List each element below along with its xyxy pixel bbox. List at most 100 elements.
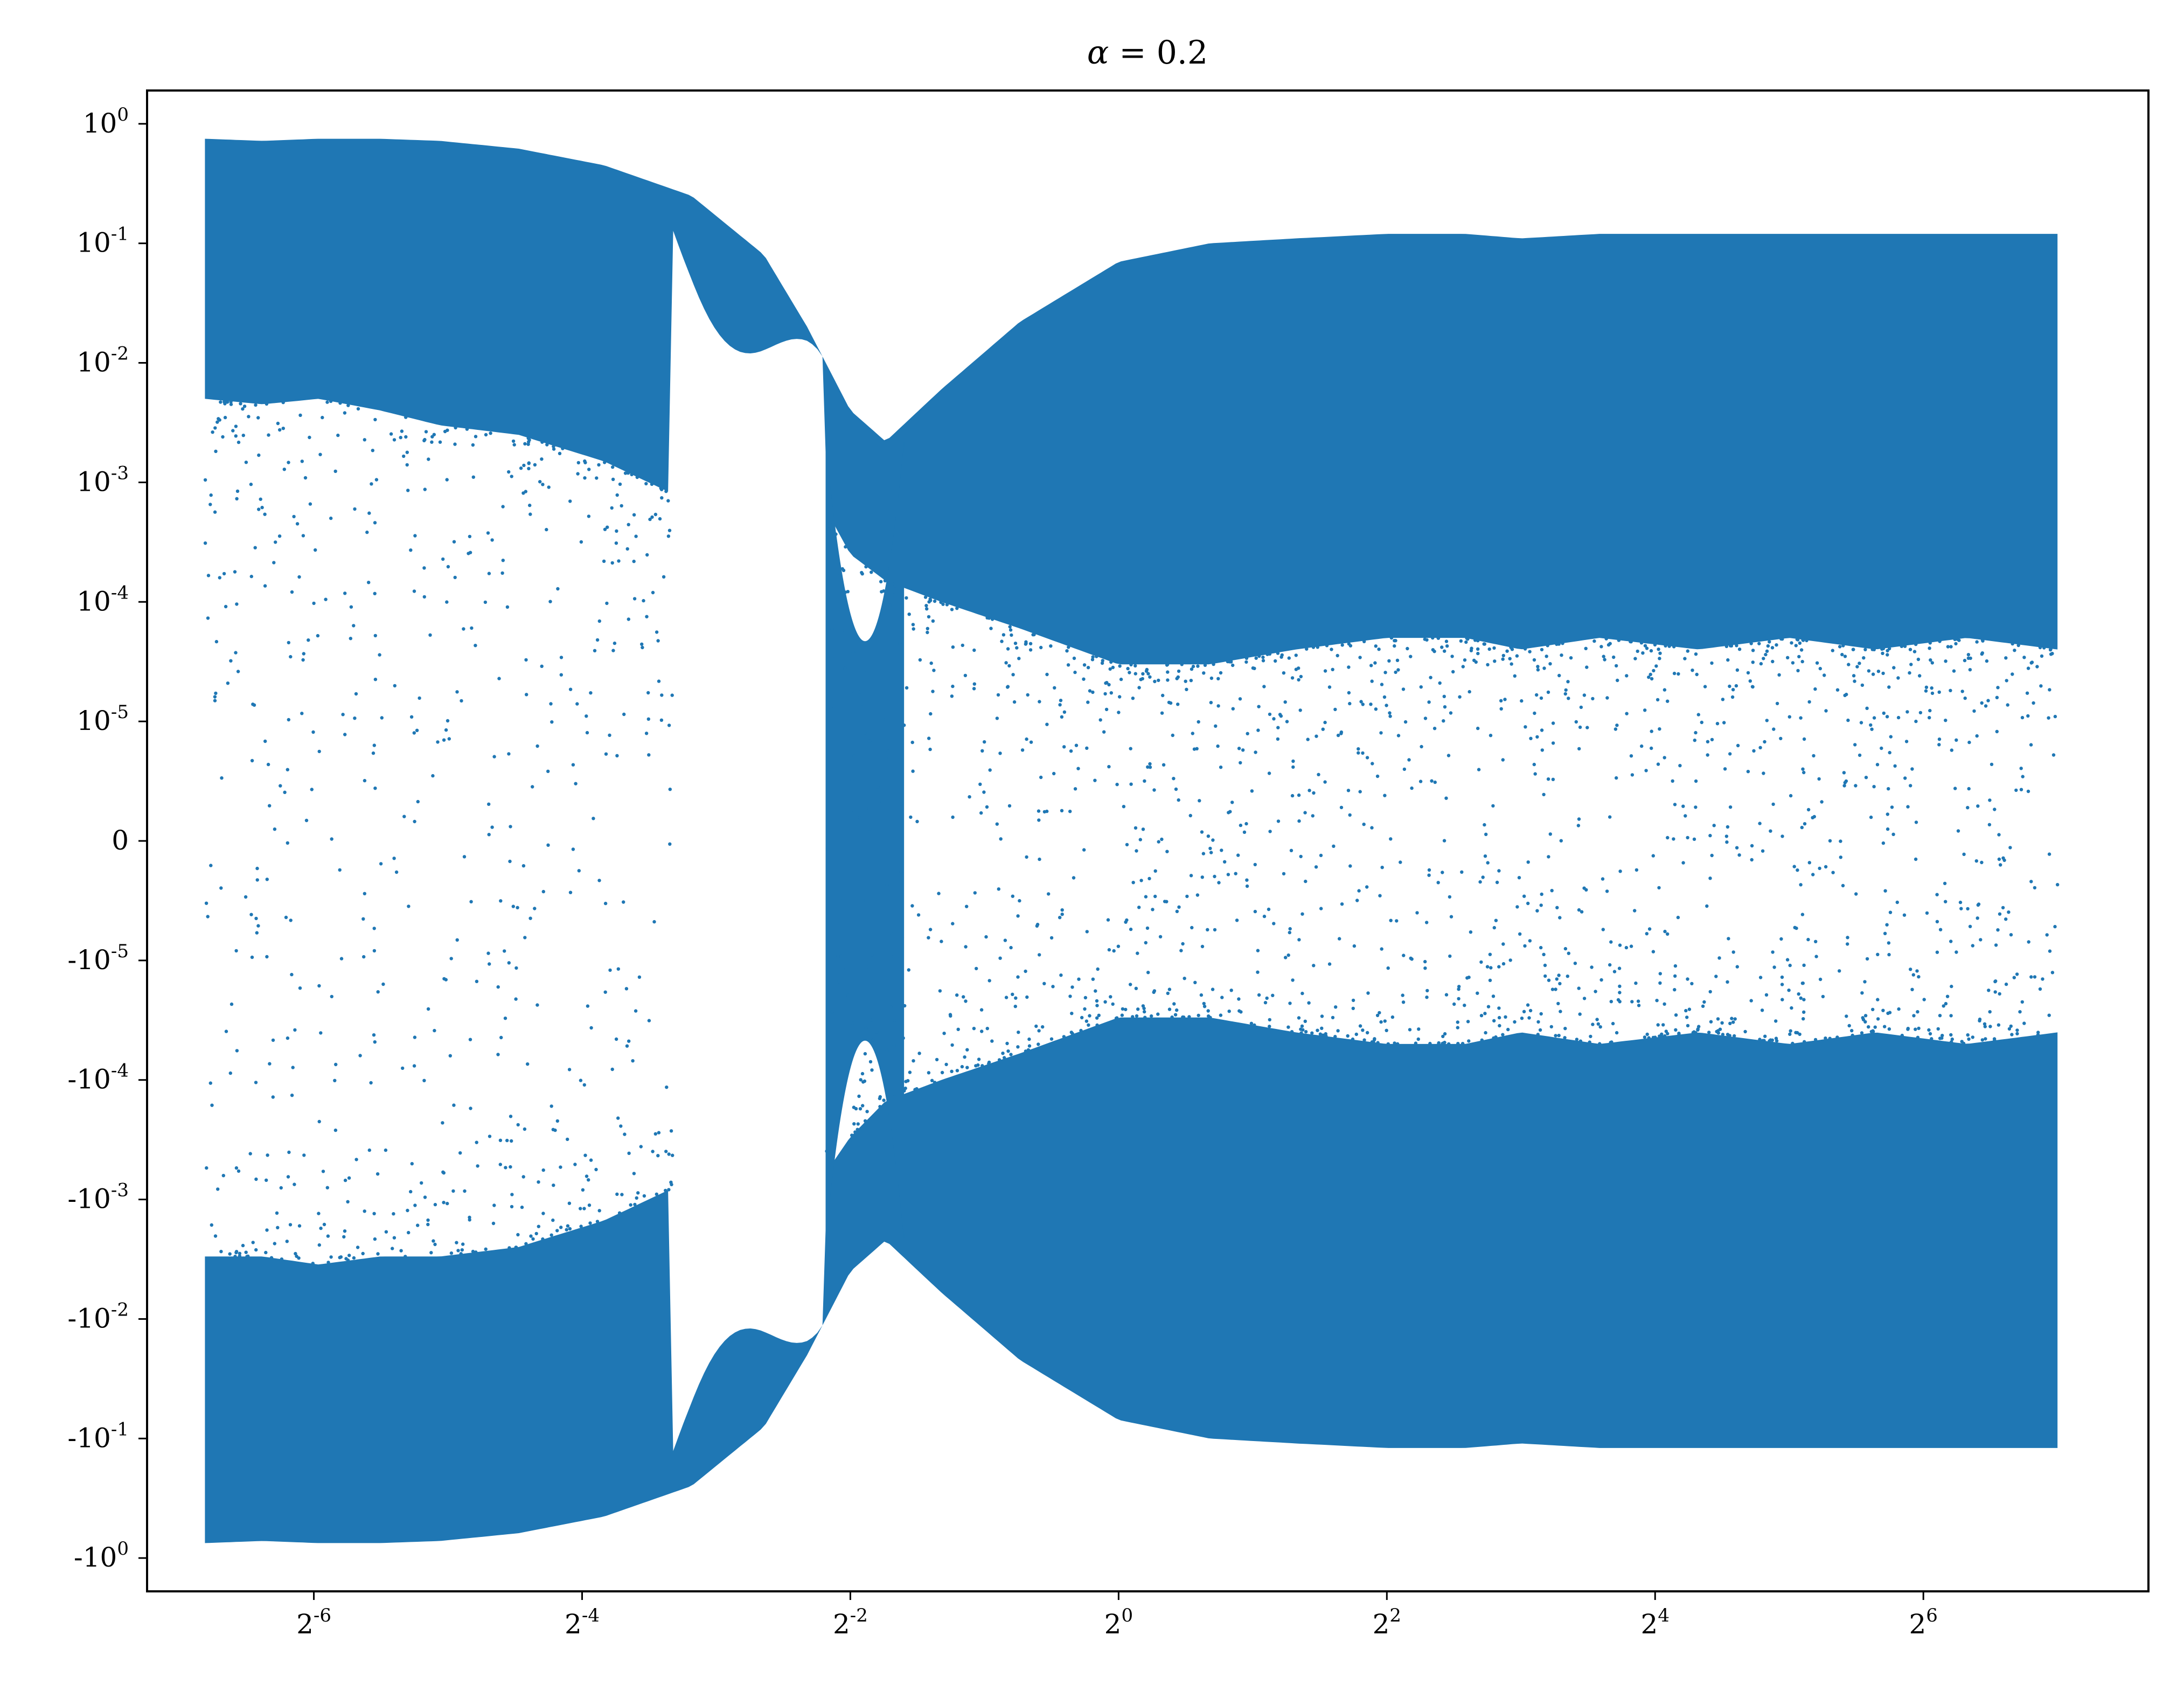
- scatter-point: [512, 443, 516, 447]
- scatter-point: [214, 691, 218, 695]
- scatter-point: [1956, 829, 1960, 833]
- scatter-point: [1501, 758, 1505, 762]
- scatter-point: [1230, 801, 1234, 804]
- scatter-point: [627, 1039, 631, 1043]
- scatter-point: [1250, 789, 1254, 793]
- scatter-point: [529, 1234, 533, 1238]
- scatter-point: [595, 1220, 600, 1223]
- scatter-point: [1465, 636, 1469, 640]
- scatter-point: [206, 574, 211, 577]
- scatter-point: [1592, 639, 1596, 643]
- scatter-point: [2001, 906, 2005, 910]
- scatter-point: [1960, 690, 1964, 693]
- scatter-point: [1551, 741, 1555, 745]
- scatter-point: [1152, 788, 1156, 792]
- scatter-point: [1396, 734, 1401, 737]
- scatter-point: [1873, 1025, 1877, 1029]
- scatter-point: [1690, 982, 1694, 986]
- scatter-point: [1141, 827, 1145, 831]
- scatter-point: [321, 415, 324, 420]
- scatter-point: [1998, 992, 2001, 996]
- scatter-point: [641, 645, 644, 650]
- scatter-point: [1955, 950, 1958, 954]
- scatter-point: [1035, 922, 1040, 927]
- scatter-point: [1615, 1031, 1619, 1035]
- scatter-point: [1812, 815, 1816, 819]
- scatter-point: [1129, 663, 1133, 667]
- scatter-point: [1664, 1029, 1668, 1033]
- scatter-point: [1148, 675, 1152, 679]
- y-tick-label: 10-5: [76, 701, 129, 736]
- scatter-point: [1942, 1004, 1945, 1008]
- scatter-point: [1663, 1034, 1667, 1038]
- scatter-point: [1088, 689, 1092, 693]
- scatter-point: [1787, 715, 1791, 719]
- scatter-point: [1928, 646, 1931, 650]
- scatter-point: [1959, 907, 1963, 910]
- scatter-point: [412, 589, 416, 593]
- y-tick-label: -10-1: [67, 1418, 129, 1453]
- scatter-point: [1049, 644, 1053, 648]
- scatter-point: [858, 1107, 863, 1111]
- scatter-point: [291, 1066, 295, 1069]
- scatter-point: [2030, 660, 2034, 664]
- scatter-point: [346, 403, 350, 407]
- scatter-point: [1912, 650, 1917, 653]
- scatter-point: [1239, 761, 1242, 765]
- scatter-point: [1728, 1021, 1732, 1026]
- scatter-point: [533, 907, 537, 910]
- scatter-point: [1717, 956, 1721, 960]
- scatter-point: [1774, 1019, 1778, 1023]
- scatter-point: [1938, 1014, 1942, 1018]
- scatter-point: [1053, 686, 1056, 690]
- scatter-point: [1220, 848, 1223, 852]
- scatter-point: [886, 749, 891, 753]
- scatter-point: [1297, 666, 1300, 670]
- scatter-point: [1244, 822, 1248, 826]
- scatter-point: [1950, 984, 1953, 989]
- y-tick-label: -10-3: [67, 1180, 129, 1215]
- scatter-point: [1174, 787, 1178, 791]
- scatter-point: [484, 1247, 488, 1251]
- scatter-point: [1501, 657, 1505, 661]
- scatter-point: [1430, 779, 1434, 783]
- scatter-point: [1633, 657, 1637, 660]
- scatter-point: [1208, 846, 1212, 851]
- scatter-point: [1956, 637, 1959, 641]
- scatter-point: [534, 1231, 538, 1236]
- scatter-point: [1523, 944, 1527, 948]
- scatter-point: [1107, 683, 1111, 687]
- scatter-point: [851, 651, 855, 655]
- scatter-point: [1935, 893, 1939, 896]
- scatter-point: [855, 1128, 859, 1131]
- scatter-point: [1872, 716, 1876, 720]
- scatter-point: [1316, 645, 1319, 649]
- scatter-point: [1843, 781, 1847, 785]
- scatter-point: [1764, 993, 1769, 997]
- scatter-point: [617, 1211, 622, 1215]
- scatter-point: [877, 801, 881, 804]
- scatter-point: [378, 653, 381, 657]
- scatter-point: [1842, 784, 1846, 788]
- scatter-point: [233, 1255, 237, 1258]
- scatter-point: [1165, 900, 1168, 903]
- scatter-point: [1307, 1001, 1311, 1005]
- scatter-sparse-points: [203, 399, 2060, 1265]
- scatter-point: [1025, 737, 1028, 741]
- scatter-point: [498, 1138, 503, 1142]
- scatter-point: [1237, 747, 1241, 750]
- scatter-point: [1558, 982, 1562, 986]
- scatter-point: [1406, 646, 1409, 651]
- scatter-point: [1003, 1056, 1006, 1060]
- scatter-point: [1361, 1028, 1365, 1032]
- scatter-point: [1674, 1028, 1678, 1032]
- scatter-point: [446, 565, 450, 569]
- scatter-point: [1802, 1017, 1805, 1021]
- scatter-point: [449, 957, 453, 961]
- scatter-point: [1505, 649, 1509, 653]
- scatter-point: [444, 728, 448, 732]
- scatter-point: [1998, 912, 2002, 916]
- scatter-point: [1790, 1006, 1793, 1010]
- scatter-point: [471, 475, 475, 479]
- scatter-point: [474, 435, 478, 439]
